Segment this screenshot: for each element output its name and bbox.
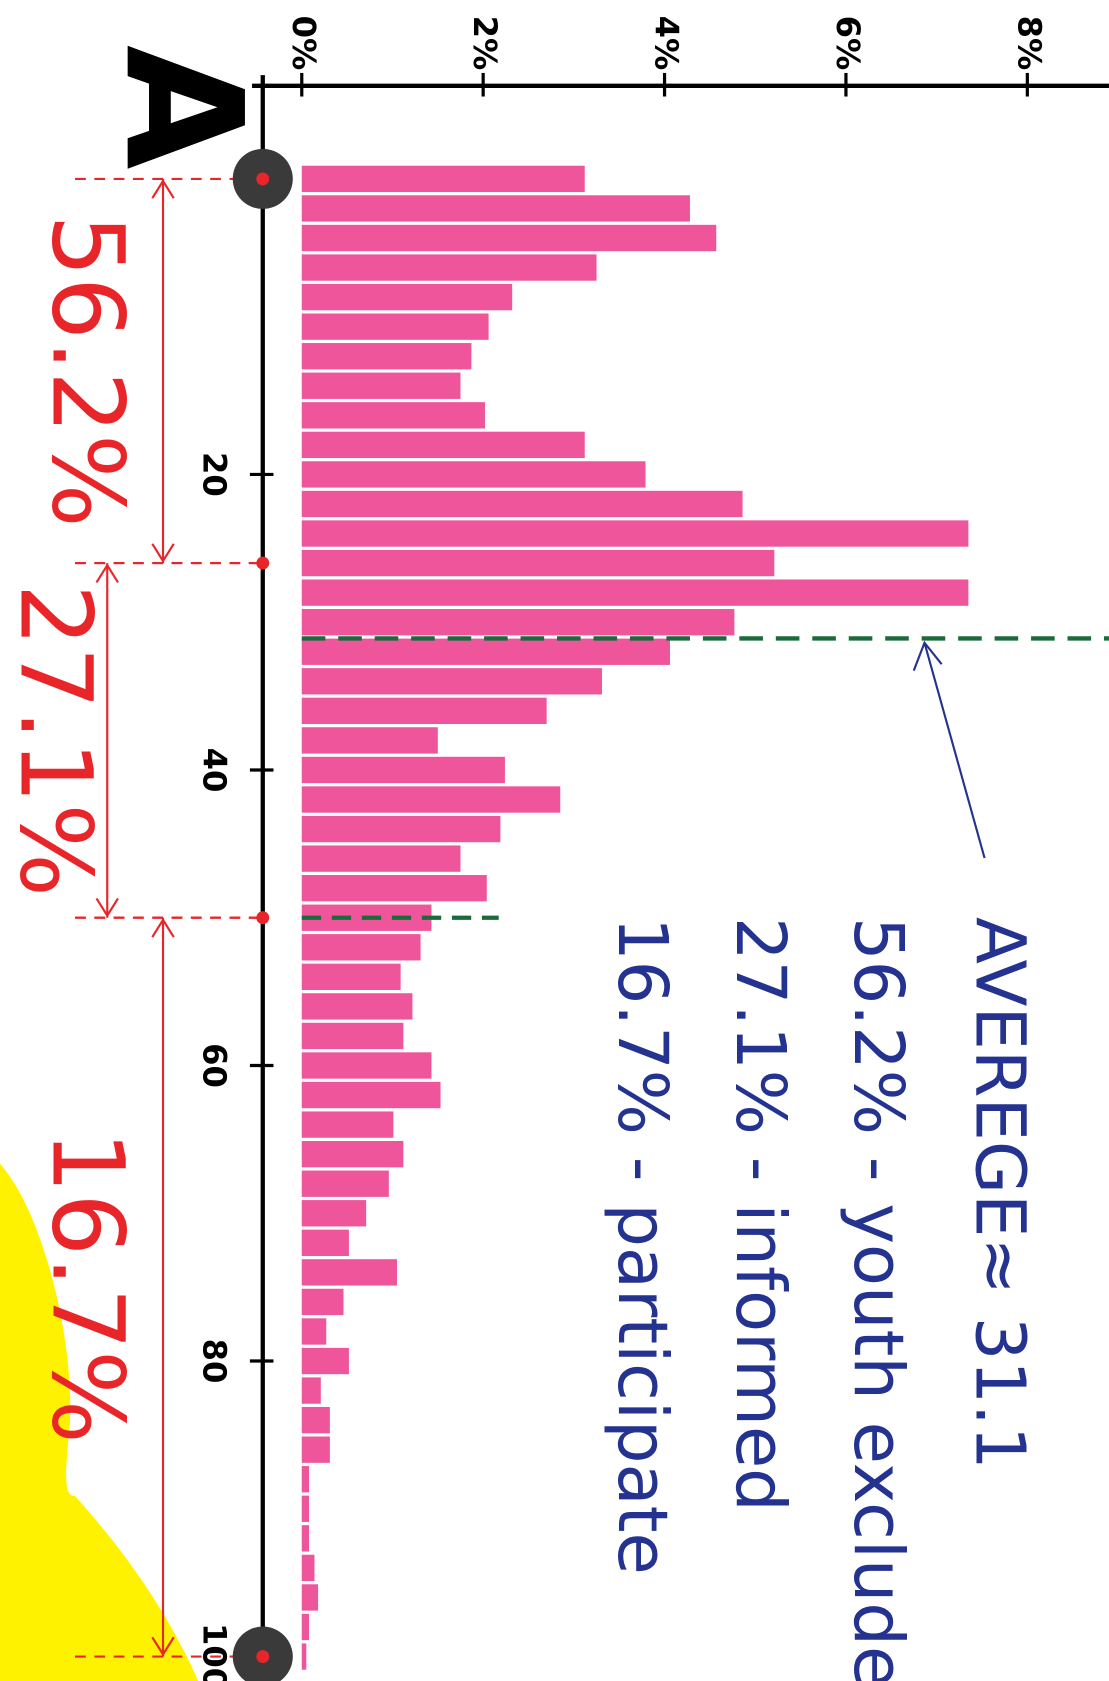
note: 27.1% - informed xyxy=(720,917,800,1512)
bar xyxy=(302,432,585,458)
segment-label: 16.7% xyxy=(30,1130,145,1443)
bar xyxy=(302,1525,309,1551)
bar xyxy=(302,1643,307,1669)
bar xyxy=(302,1171,389,1197)
bar xyxy=(302,875,487,901)
bar xyxy=(302,1052,432,1078)
bar xyxy=(302,579,969,605)
bar xyxy=(302,520,969,546)
bar xyxy=(302,1318,326,1344)
boundary-dot xyxy=(256,911,269,924)
bar xyxy=(302,254,597,280)
bar xyxy=(302,609,735,635)
bar xyxy=(302,1230,349,1256)
x-tick-label: 80 xyxy=(195,1339,233,1384)
panel-label: A xyxy=(90,45,277,170)
bar xyxy=(302,550,775,576)
end-dot xyxy=(256,1650,269,1663)
bar xyxy=(302,1584,318,1610)
bar xyxy=(302,668,602,694)
bar xyxy=(302,1496,309,1522)
y-tick-label: 2% xyxy=(466,16,504,71)
bar xyxy=(302,786,560,812)
y-tick-label: 8% xyxy=(1010,16,1048,71)
bar xyxy=(302,1200,366,1226)
bar xyxy=(302,1555,315,1581)
bar xyxy=(302,1111,394,1137)
y-tick-label: 0% xyxy=(285,16,323,71)
bar xyxy=(302,816,501,842)
bar xyxy=(302,402,485,428)
bar xyxy=(302,964,401,990)
bar xyxy=(302,1289,344,1315)
note: 56.2% - youth excluded xyxy=(838,917,918,1681)
bar xyxy=(302,373,461,399)
x-tick-label: 20 xyxy=(195,452,233,497)
bar xyxy=(302,1377,321,1403)
end-dot xyxy=(256,172,269,185)
bar xyxy=(302,225,716,251)
bar xyxy=(302,1466,309,1492)
bar xyxy=(302,313,489,339)
segment-label: 56.2% xyxy=(30,214,145,527)
x-tick-label: 40 xyxy=(195,748,233,793)
mean-label: AVEREGE≈ 31.1 xyxy=(959,917,1039,1470)
bar xyxy=(302,1082,441,1108)
bar xyxy=(302,195,690,221)
chart-body: 0% 2% 4% 6% 8% 20 40 60 80 100 A 56.2% 27.1% 16.7% AVE… xyxy=(0,16,1109,1681)
bar xyxy=(302,1407,330,1433)
bar xyxy=(302,698,547,724)
bar xyxy=(302,491,743,517)
x-tick-label: 100 xyxy=(195,1623,233,1681)
bar xyxy=(302,845,461,871)
bar xyxy=(302,727,438,753)
y-tick-label: 6% xyxy=(829,16,867,71)
bar xyxy=(302,757,505,783)
chart: 0% 2% 4% 6% 8% 20 40 60 80 100 A 56.2% 27.1% 16.7% AVE… xyxy=(0,0,1109,1681)
boundary-dot xyxy=(256,557,269,570)
bar xyxy=(302,934,421,960)
bar xyxy=(302,1614,309,1640)
bar xyxy=(302,1259,397,1285)
segment-label: 27.1% xyxy=(0,584,112,897)
bar xyxy=(302,166,585,192)
y-tick-label: 4% xyxy=(648,16,686,71)
bar xyxy=(302,1141,404,1167)
bar xyxy=(302,343,472,369)
bar xyxy=(302,284,512,310)
note: 16.7% - participate xyxy=(602,917,682,1575)
page: {"chart_data": { "type": "histogram", "p… xyxy=(0,0,1109,1681)
bar xyxy=(302,1437,330,1463)
x-tick-label: 60 xyxy=(195,1043,233,1088)
bar xyxy=(302,639,670,665)
bar xyxy=(302,461,646,487)
bar xyxy=(302,993,413,1019)
bar xyxy=(302,1348,349,1374)
mean-arrow xyxy=(914,643,985,858)
bar xyxy=(302,1023,404,1049)
